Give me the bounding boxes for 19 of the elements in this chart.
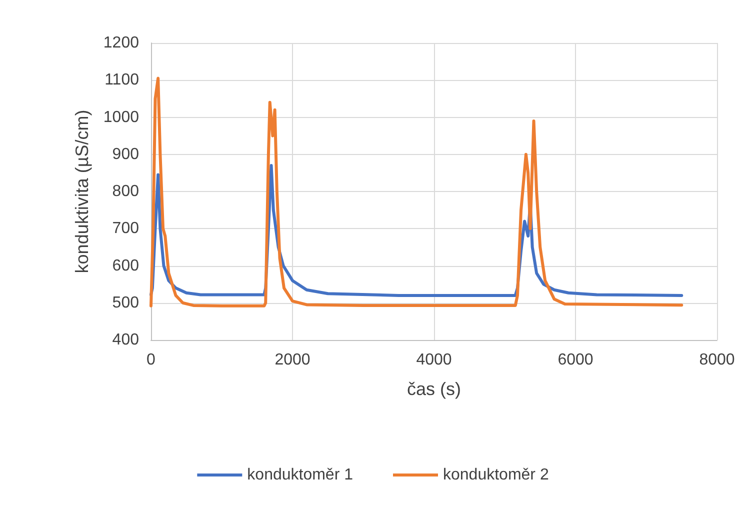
y-tick-label: 500 xyxy=(112,294,140,312)
y-tick-label: 1000 xyxy=(103,108,140,126)
y-tick-label: 1200 xyxy=(103,34,140,52)
y-axis-title: konduktivita (µS/cm) xyxy=(72,110,92,274)
x-tick-label: 2000 xyxy=(274,352,310,368)
x-tick-label: 8000 xyxy=(699,352,735,368)
y-tick-label: 800 xyxy=(112,183,140,200)
y-tick-label: 1100 xyxy=(104,72,140,89)
x-tick-label: 0 xyxy=(146,352,156,368)
x-tick-label: 6000 xyxy=(558,352,594,368)
legend-label: konduktoměr 2 xyxy=(443,466,549,484)
y-tick-label: 900 xyxy=(112,146,140,163)
x-axis-title: čas (s) xyxy=(407,379,461,399)
legend-label: konduktoměr 1 xyxy=(247,466,354,484)
y-tick-label: 400 xyxy=(112,332,140,348)
line-series xyxy=(150,76,684,308)
x-tick-label: 4000 xyxy=(416,352,452,368)
y-tick-label: 600 xyxy=(112,257,140,274)
y-tick-label: 700 xyxy=(112,220,140,238)
